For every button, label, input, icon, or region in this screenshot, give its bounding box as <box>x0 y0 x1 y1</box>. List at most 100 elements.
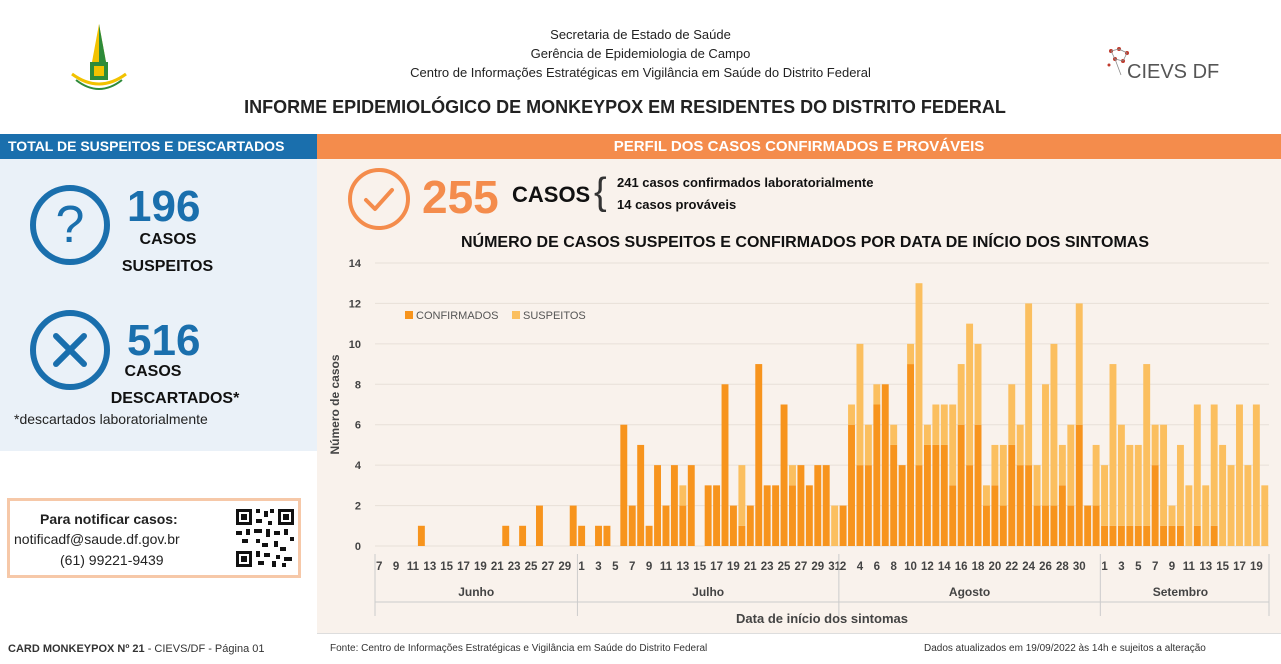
bar-confirmed <box>898 465 906 546</box>
bar-confirmed <box>839 505 847 546</box>
x-tick-label: 24 <box>1022 561 1035 573</box>
left-section-heading: TOTAL DE SUSPEITOS E DESCARTADOS <box>0 134 317 159</box>
suspected-label-1: CASOS <box>139 231 197 248</box>
bar-confirmed <box>1126 525 1134 546</box>
check-icon <box>348 168 410 230</box>
bar-confirmed <box>1101 525 1108 546</box>
bar-confirmed <box>915 465 923 546</box>
bar-confirmed <box>1033 505 1041 546</box>
bar-confirmed <box>654 465 661 546</box>
bar-confirmed <box>746 505 754 546</box>
x-tick-label: 21 <box>491 561 504 573</box>
bar-suspected <box>1193 404 1201 526</box>
bar-confirmed <box>999 505 1007 546</box>
total-cases-label: CASOS <box>512 182 591 207</box>
bar-suspected <box>1016 424 1024 466</box>
question-icon: ? <box>30 185 110 265</box>
bar-suspected <box>873 384 881 405</box>
y-tick-label: 2 <box>355 501 361 513</box>
right-panel <box>317 159 1281 633</box>
bar-confirmed <box>670 465 678 546</box>
bar-confirmed <box>755 364 763 546</box>
qr-code-icon <box>234 507 296 569</box>
bar-suspected <box>1042 384 1049 506</box>
y-tick-label: 14 <box>349 258 362 270</box>
x-tick-label: 7 <box>376 561 382 573</box>
bar-suspected <box>1117 424 1125 526</box>
discarded-label-2: DESCARTADOS* <box>110 390 240 407</box>
bar-confirmed <box>1067 505 1075 546</box>
bar-suspected <box>848 404 855 425</box>
brace-icon: { <box>594 171 607 213</box>
bar-confirmed <box>1109 525 1117 546</box>
discarded-note: *descartados laboratorialmente <box>14 411 208 427</box>
bar-confirmed <box>957 424 965 546</box>
notify-phone[interactable]: (61) 99221-9439 <box>60 552 164 568</box>
x-tick-label: 15 <box>440 561 453 573</box>
bar-confirmed <box>1210 525 1218 546</box>
x-tick-label: 20 <box>988 561 1001 573</box>
footer-card: CARD MONKEYPOX Nº 21 - CIEVS/DF - Página… <box>8 643 264 655</box>
bar-confirmed <box>1075 424 1083 546</box>
y-tick-label: 10 <box>349 339 361 351</box>
footer-card-rest: - CIEVS/DF - Página 01 <box>144 643 265 655</box>
bar-suspected <box>999 444 1007 506</box>
bar-suspected <box>1025 303 1033 466</box>
bar-confirmed <box>991 485 999 546</box>
y-tick-label: 8 <box>355 379 361 391</box>
month-label: Agosto <box>949 585 990 599</box>
confirmed-detail: 241 casos confirmados laboratorialmente <box>617 175 874 190</box>
bar-confirmed <box>1151 465 1159 546</box>
bar-confirmed <box>940 444 948 546</box>
month-label: Junho <box>458 585 494 599</box>
bar-confirmed <box>949 485 957 546</box>
y-tick-label: 0 <box>355 541 361 553</box>
bar-suspected <box>856 343 864 466</box>
footer-updated: Dados atualizados em 19/09/2022 às 14h e… <box>924 643 1206 654</box>
bar-confirmed <box>763 485 771 546</box>
x-tick-label: 8 <box>890 561 897 573</box>
bar-confirmed <box>679 505 687 546</box>
bar-suspected <box>831 505 839 546</box>
bar-suspected <box>932 404 940 445</box>
notify-email[interactable]: notificadf@saude.df.gov.br <box>14 531 180 547</box>
page-title: INFORME EPIDEMIOLÓGICO DE MONKEYPOX EM R… <box>244 97 1006 117</box>
bar-suspected <box>1126 444 1134 526</box>
bar-suspected <box>1075 303 1083 425</box>
bar-suspected <box>1244 465 1252 546</box>
header-line-1: Secretaria de Estado de Saúde <box>550 27 731 42</box>
bar-confirmed <box>974 424 982 546</box>
bar-confirmed <box>1168 525 1176 546</box>
x-tick-label: 9 <box>393 561 399 573</box>
bar-confirmed <box>1016 465 1024 546</box>
bar-confirmed <box>645 525 653 546</box>
suspected-count: 196 <box>127 182 201 231</box>
legend-label-suspected: SUSPEITOS <box>523 310 586 322</box>
x-tick-label: 29 <box>811 561 824 573</box>
bar-confirmed <box>856 465 864 546</box>
notify-title: Para notificar casos: <box>40 511 178 527</box>
bar-confirmed <box>502 525 510 546</box>
discarded-label-1: CASOS <box>124 363 182 380</box>
bar-suspected <box>1252 404 1260 546</box>
header-line-2: Gerência de Epidemiologia de Campo <box>530 46 751 61</box>
bar-suspected <box>1143 364 1151 526</box>
probable-detail: 14 casos prováveis <box>617 197 737 212</box>
bar-confirmed <box>864 465 872 546</box>
x-axis-title: Data de início dos sintomas <box>736 611 908 626</box>
bar-confirmed <box>662 505 670 546</box>
bar-suspected <box>991 444 999 486</box>
bar-confirmed <box>738 525 746 546</box>
bar-confirmed <box>797 465 805 546</box>
x-tick-label: 9 <box>1169 561 1175 573</box>
x-tick-label: 23 <box>761 561 774 573</box>
x-tick-label: 7 <box>629 561 635 573</box>
y-tick-label: 4 <box>355 460 362 472</box>
bar-suspected <box>1058 444 1066 486</box>
bar-confirmed <box>805 485 813 546</box>
x-tick-label: 15 <box>693 561 706 573</box>
bar-suspected <box>983 485 990 506</box>
bar-suspected <box>1033 465 1041 506</box>
footer-card-title: CARD MONKEYPOX Nº 21 <box>8 643 145 655</box>
